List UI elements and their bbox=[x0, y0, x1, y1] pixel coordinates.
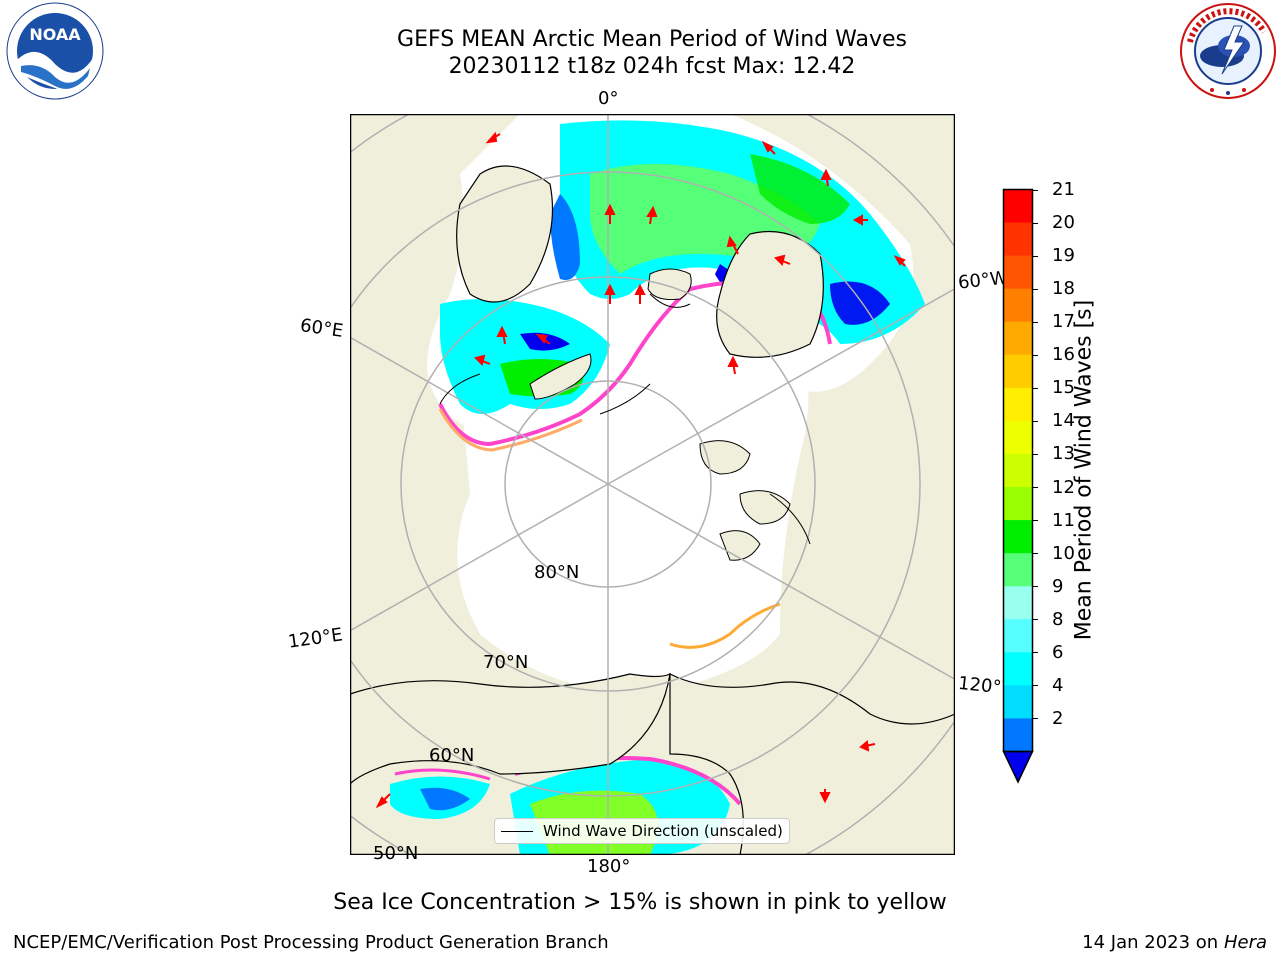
colorbar-tick-mark bbox=[1032, 487, 1038, 489]
colorbar-tick-mark bbox=[1032, 222, 1038, 224]
colorbar-tick-label: 20 bbox=[1052, 212, 1075, 234]
colorbar-tick-mark bbox=[1032, 619, 1038, 621]
colorbar-tick-label: 13 bbox=[1052, 443, 1075, 465]
colorbar-swatch bbox=[1003, 222, 1033, 257]
colorbar-label: Mean Period of Wind Waves [s] bbox=[1071, 299, 1097, 641]
greenland-land bbox=[716, 230, 824, 358]
colorbar-tick-label: 18 bbox=[1052, 278, 1075, 300]
footer-host: Hera bbox=[1223, 932, 1267, 953]
colorbar-swatch bbox=[1003, 255, 1033, 290]
parallel-label-50n: 50°N bbox=[373, 843, 419, 864]
graticule bbox=[350, 114, 955, 855]
colorbar-tick-mark bbox=[1032, 685, 1038, 687]
colorbar-swatch bbox=[1003, 354, 1033, 389]
colorbar-tick-mark bbox=[1032, 420, 1038, 422]
colorbar-tick-mark bbox=[1032, 321, 1038, 323]
colorbar-swatch bbox=[1003, 420, 1033, 455]
map-legend: Wind Wave Direction (unscaled) bbox=[494, 818, 790, 844]
colorbar-tick-mark bbox=[1032, 189, 1038, 191]
coastlines bbox=[439, 293, 811, 545]
footer-right: 14 Jan 2023 on Hera bbox=[1082, 932, 1267, 953]
noaa-logo: NOAA bbox=[6, 2, 104, 100]
colorbar-extend-arrow bbox=[1002, 750, 1034, 784]
colorbar-tick-mark bbox=[1032, 586, 1038, 588]
colorbar-swatch bbox=[1003, 553, 1033, 587]
meridian-label-60e: 60°E bbox=[298, 315, 345, 342]
svg-text:NOAA: NOAA bbox=[29, 25, 81, 44]
map-frame bbox=[349, 113, 956, 856]
colorbar-tick-mark bbox=[1032, 718, 1038, 720]
meridian-label-0: 0° bbox=[598, 88, 619, 109]
polar-map bbox=[349, 113, 956, 856]
colorbar-swatch bbox=[1003, 586, 1033, 620]
colorbar-tick-label: 6 bbox=[1052, 641, 1064, 663]
legend-line-swatch bbox=[501, 830, 533, 832]
colorbar-tick-mark bbox=[1032, 387, 1038, 389]
colorbar-swatch bbox=[1003, 321, 1033, 356]
footer-date: 14 Jan 2023 on bbox=[1082, 932, 1224, 953]
colorbar-swatch bbox=[1003, 718, 1033, 752]
colorbar-ticks: 21 20 19 18 17 16 15 14 13 12 11 10 9 8 6 4 2 bbox=[1032, 179, 1096, 780]
parallel-label-60n: 60°N bbox=[429, 745, 475, 766]
colorbar-tick-mark bbox=[1032, 354, 1038, 356]
colorbar-tick-label: 2 bbox=[1052, 707, 1064, 729]
footer-left: NCEP/EMC/Verification Post Processing Pr… bbox=[13, 932, 609, 953]
parallel-label-80n: 80°N bbox=[534, 562, 580, 583]
nws-logo bbox=[1178, 2, 1278, 100]
colorbar-tick-label: 14 bbox=[1052, 410, 1075, 432]
wave-direction-arrows bbox=[375, 131, 906, 809]
colorbar-tick-mark bbox=[1032, 288, 1038, 290]
colorbar-tick-label: 10 bbox=[1052, 542, 1075, 564]
colorbar-swatch bbox=[1003, 520, 1033, 554]
colorbar-tick-label: 9 bbox=[1052, 575, 1064, 597]
colorbar-swatch bbox=[1003, 387, 1033, 422]
chart-subtitle: 20230112 t18z 024h fcst Max: 12.42 bbox=[448, 54, 856, 79]
colorbar-tick-mark bbox=[1032, 652, 1038, 654]
colorbar-tick-label: 4 bbox=[1052, 674, 1064, 696]
colorbar-tick-label: 15 bbox=[1052, 377, 1075, 399]
chart-title: GEFS MEAN Arctic Mean Period of Wind Wav… bbox=[397, 27, 907, 52]
colorbar-swatch bbox=[1003, 685, 1033, 719]
colorbar-swatch bbox=[1003, 453, 1033, 488]
colorbar-swatch bbox=[1003, 487, 1033, 521]
colorbar-tick-label: 16 bbox=[1052, 344, 1075, 366]
colorbar-tick-label: 17 bbox=[1052, 311, 1075, 333]
colorbar-swatch bbox=[1003, 619, 1033, 653]
colorbar-tick-label: 21 bbox=[1052, 179, 1075, 200]
meridian-label-120e: 120°E bbox=[286, 624, 344, 653]
colorbar-tick-mark bbox=[1032, 553, 1038, 555]
colorbar-tick-label: 12 bbox=[1052, 476, 1075, 498]
colorbar bbox=[1000, 186, 1040, 786]
colorbar-tick-label: 19 bbox=[1052, 245, 1075, 267]
colorbar-swatch bbox=[1003, 288, 1033, 323]
parallel-label-70n: 70°N bbox=[483, 652, 529, 673]
meridian-label-180: 180° bbox=[587, 856, 631, 877]
colorbar-tick-label: 8 bbox=[1052, 608, 1064, 630]
colorbar-tick-label: 11 bbox=[1052, 509, 1075, 531]
colorbar-swatch bbox=[1003, 189, 1033, 224]
colorbar-tick-mark bbox=[1032, 453, 1038, 455]
colorbar-tick-mark bbox=[1032, 520, 1038, 522]
legend-label: Wind Wave Direction (unscaled) bbox=[543, 822, 783, 840]
caption: Sea Ice Concentration > 15% is shown in … bbox=[333, 890, 947, 915]
colorbar-tick-mark bbox=[1032, 255, 1038, 257]
colorbar-swatch bbox=[1003, 652, 1033, 686]
